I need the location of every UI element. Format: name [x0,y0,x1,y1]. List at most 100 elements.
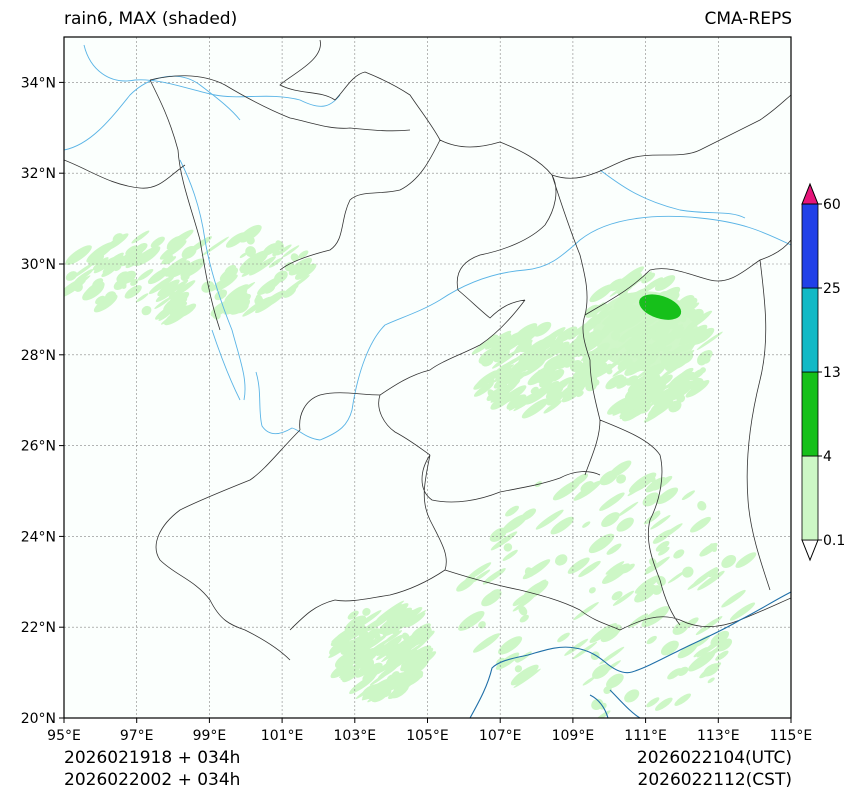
geography [64,39,791,718]
rain-speck [582,676,596,686]
rain-speck [605,561,625,575]
rain-speck [707,677,715,684]
rain-speck [593,342,610,356]
rain-speck [678,342,693,353]
rain-speck [667,668,682,680]
rain-speck [510,664,539,686]
rain-speck [604,467,623,481]
rain-speck [542,381,560,394]
rain-speck [378,684,387,694]
rain-speck [268,258,283,268]
rain-speck [163,291,190,312]
rain-speck [605,374,625,390]
rain-speck [616,501,639,518]
rain-speck [578,560,601,578]
rain-speck [147,275,157,283]
rain-speck [601,563,630,584]
rain-speck [507,348,533,366]
init-time-utc: 2026021918 + 034h [64,748,241,768]
rain-speck [668,291,680,302]
rain-speck [643,512,661,525]
rain-speck [165,256,177,265]
rain-speck [65,271,78,281]
rain-speck [358,656,371,668]
rain-speck [616,517,634,532]
x-tick-label: 107°E [479,728,522,744]
rain-speck [642,492,660,507]
rain-speck [492,368,514,383]
rain-speck [342,655,352,662]
rain-speck [644,315,671,335]
rain-speck [668,400,682,413]
han-river [599,169,746,219]
rain-speck [404,612,426,628]
rain-speck [257,276,282,296]
rain-speck [707,567,719,578]
rain-speck [456,576,476,592]
rain-speck [124,285,142,299]
rain-speck [515,399,524,406]
rain-speck [400,661,409,668]
colorbar-label: 60 [823,197,841,213]
rain-speck [150,236,165,248]
rain-speck [168,239,185,252]
rain-speck [76,249,84,258]
rain-speck [616,474,627,484]
rain-speck [628,472,657,493]
rain-speck [458,610,485,631]
rain-speck [282,245,300,258]
x-tick-label: 95°E [47,728,81,744]
rain-speck [125,245,139,256]
rain-speck [599,646,625,665]
rain-region-western-sichuan [64,224,317,326]
colorbar-label: 0.1 [823,533,845,549]
rain-speck [261,296,276,307]
valid-time-cst: 2026022112(CST) [637,770,792,790]
y-tick-label: 28°N [21,348,56,364]
rain-speck [215,274,238,291]
rain-speck [510,352,537,372]
rain-speck [282,287,297,298]
rain-speck [522,580,549,601]
rain-speck [657,376,668,386]
rain-speck [92,262,103,271]
x-tick-label: 103°E [334,728,377,744]
lat-lon-grid [64,37,791,718]
rain-speck [587,303,606,317]
rain-speck [660,640,679,656]
rain-speck [655,318,676,334]
rain-speck [290,253,299,262]
rain-speck [546,347,575,369]
rain-speck [407,651,422,662]
rain-speck [643,353,660,365]
rain-speck [651,392,677,411]
rain-speck [682,340,699,353]
rain-speck [607,397,631,415]
rain-speck [667,345,685,358]
rain-speck [617,358,633,371]
rain-speck [655,540,670,552]
rain-speck [681,490,695,501]
rain-speck [246,236,255,245]
valid-time-utc: 2026022104(UTC) [636,748,792,768]
rain-speck [239,252,248,259]
rain-speck [687,573,711,590]
colorbar-segment [801,455,819,541]
rain-speck [654,275,676,291]
rain-speck [628,393,649,408]
rain-speck [491,349,519,369]
rain-speck [161,267,170,277]
rain-speck [685,380,710,398]
rain-region-southern-yunnan [328,600,437,703]
rain-speck [84,281,105,298]
rain-speck [613,319,633,335]
rain-speck [550,516,574,535]
rain-speck [577,351,606,372]
rain-speck [643,363,651,370]
rain-speck [656,576,666,586]
lancang-river [211,329,241,401]
rain-speck [721,589,746,608]
rain-speck [637,342,660,360]
rain-speck [702,643,726,660]
rain-speck [588,587,596,594]
